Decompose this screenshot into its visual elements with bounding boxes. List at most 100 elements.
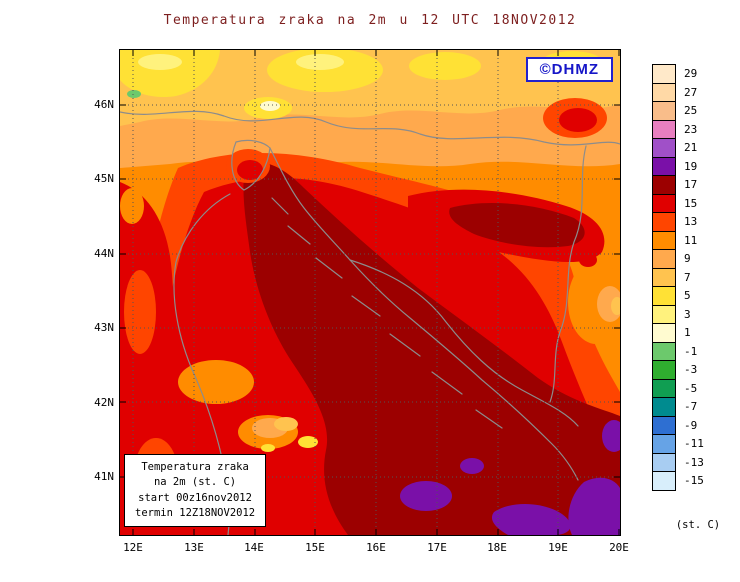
temperature-field-map (120, 50, 620, 535)
legend-value: -3 (684, 363, 698, 377)
legend-swatch (652, 64, 676, 84)
legend-row: 7 (652, 267, 704, 287)
legend-row: -15 (652, 471, 704, 491)
lat-label-44n: 44N (94, 247, 114, 260)
field-patch-11c-west (120, 188, 144, 224)
legend-row: 25 (652, 101, 704, 121)
page-title: Temperatura zraka na 2m u 12 UTC 18NOV20… (163, 13, 577, 28)
lat-label-41n: 41N (94, 470, 114, 483)
legend-swatch (652, 175, 676, 195)
field-patch-11c-east (568, 260, 620, 344)
field-patch-11c-sw (178, 360, 254, 404)
legend-row: -11 (652, 434, 704, 454)
map-plot-area: ©DHMZ Temperatura zraka na 2m (st. C) st… (119, 49, 621, 536)
legend-value: -9 (684, 418, 698, 432)
field-region-17c-main (243, 162, 620, 535)
legend-value: 13 (684, 215, 698, 229)
legend-swatch (652, 212, 676, 232)
lon-label-15e: 15E (305, 541, 325, 554)
temperature-legend: 29 27 25 23 21 19 17 15 13 11 9 7 5 3 1 … (652, 64, 704, 491)
legend-value: 7 (684, 270, 691, 284)
lat-label-45n: 45N (94, 172, 114, 185)
legend-row: -1 (652, 341, 704, 361)
legend-value: 9 (684, 252, 691, 266)
legend-row: 27 (652, 82, 704, 102)
field-patch-19c (602, 420, 620, 452)
legend-row: 21 (652, 138, 704, 158)
field-patch-5c (409, 52, 481, 80)
run-info-line: termin 12Z18NOV2012 (135, 506, 256, 519)
legend-swatch (652, 286, 676, 306)
field-region-17c-slavonia (449, 203, 585, 248)
legend-row: 15 (652, 193, 704, 213)
legend-swatch (652, 101, 676, 121)
field-patch-13c-west (124, 270, 156, 354)
legend-swatch (652, 82, 676, 102)
lon-label-19e: 19E (548, 541, 568, 554)
legend-row: 17 (652, 175, 704, 195)
legend-swatch (652, 378, 676, 398)
lat-label-46n: 46N (94, 98, 114, 111)
lat-label-42n: 42N (94, 396, 114, 409)
legend-row: 13 (652, 212, 704, 232)
legend-swatch (652, 230, 676, 250)
dhmz-logo-badge: ©DHMZ (525, 57, 613, 82)
legend-value: 25 (684, 104, 698, 118)
lon-label-17e: 17E (427, 541, 447, 554)
eastern-border (549, 145, 587, 403)
run-info-line: Temperatura zraka (141, 461, 249, 474)
run-info-box: Temperatura zraka na 2m (st. C) start 00… (124, 454, 267, 527)
legend-swatch (652, 415, 676, 435)
field-patch-15c-east (579, 253, 597, 267)
legend-value: 1 (684, 326, 691, 340)
legend-row: -13 (652, 452, 704, 472)
left-ticks (120, 104, 126, 478)
legend-value: 3 (684, 307, 691, 321)
legend-value: -1 (684, 344, 698, 358)
lon-label-12e: 12E (123, 541, 143, 554)
legend-swatch (652, 323, 676, 343)
legend-value: 11 (684, 233, 698, 247)
legend-swatch (652, 471, 676, 491)
legend-row: -9 (652, 415, 704, 435)
field-patch-5c (267, 50, 383, 92)
field-patch-19c (491, 503, 571, 535)
legend-swatch (652, 249, 676, 269)
legend-swatch (652, 304, 676, 324)
bosnia-border (349, 259, 579, 427)
dalmatian-coast (269, 147, 579, 481)
legend-swatch (652, 193, 676, 213)
legend-unit-label: (st. C) (675, 519, 721, 531)
legend-row: 11 (652, 230, 704, 250)
legend-swatch (652, 267, 676, 287)
legend-value: -15 (684, 474, 704, 488)
legend-swatch (652, 119, 676, 139)
legend-row: -3 (652, 360, 704, 380)
legend-value: 17 (684, 178, 698, 192)
northern-borders (120, 110, 620, 146)
field-patch-1c (260, 101, 280, 111)
legend-row: 1 (652, 323, 704, 343)
field-patch-15c-istria (237, 160, 263, 180)
legend-row: 19 (652, 156, 704, 176)
top-ticks (132, 50, 620, 56)
right-ticks (614, 104, 620, 478)
field-patch-7c-east (611, 297, 620, 315)
field-patch-5c-sw (298, 436, 318, 448)
legend-swatch (652, 156, 676, 176)
lon-label-18e: 18E (487, 541, 507, 554)
legend-swatch (652, 138, 676, 158)
legend-swatch (652, 397, 676, 417)
run-info-line: start 00z16nov2012 (138, 491, 252, 504)
legend-value: 5 (684, 289, 691, 303)
legend-value: 27 (684, 85, 698, 99)
legend-swatch (652, 360, 676, 380)
legend-value: -5 (684, 381, 698, 395)
bottom-ticks (132, 529, 620, 535)
legend-value: 23 (684, 122, 698, 136)
legend-row: 9 (652, 249, 704, 269)
legend-row: -5 (652, 378, 704, 398)
lat-label-43n: 43N (94, 321, 114, 334)
legend-row: -7 (652, 397, 704, 417)
